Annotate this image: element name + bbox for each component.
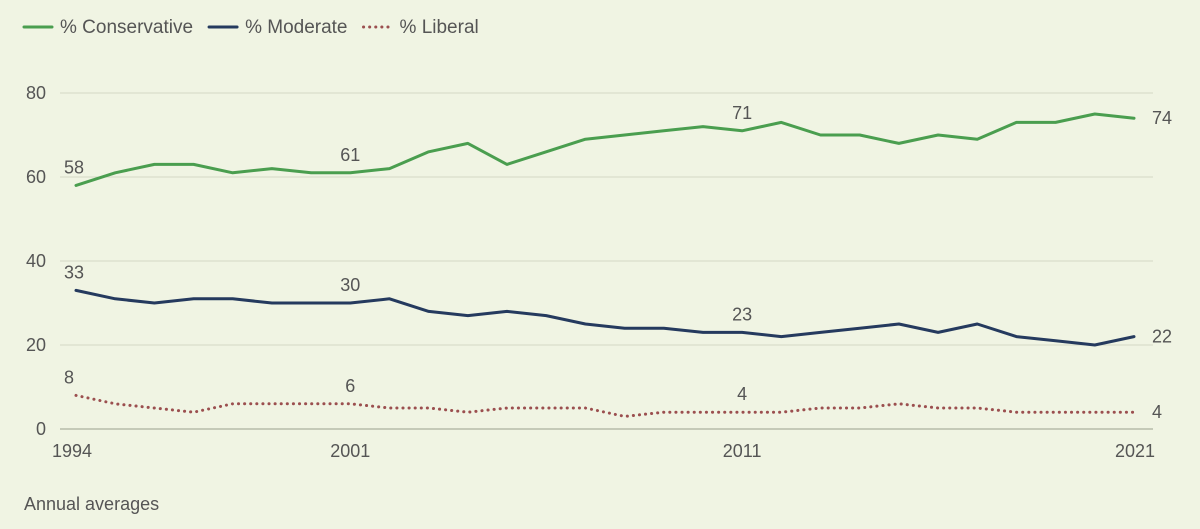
legend-label: % Moderate [245, 17, 347, 38]
data-label: 33 [64, 262, 84, 282]
x-tick-label: 2001 [330, 441, 370, 461]
data-label: 23 [732, 304, 752, 324]
x-tick-label: 1994 [52, 441, 92, 461]
liberal-line [74, 393, 1136, 418]
data-label: 30 [340, 275, 360, 295]
data-labels: 58 61 71 74 33 30 23 22 8 6 4 4 [64, 103, 1172, 422]
legend: % Conservative % Moderate % Liberal [22, 17, 479, 38]
data-label: 74 [1152, 108, 1172, 128]
x-tick-label: 2021 [1115, 441, 1155, 461]
y-tick-label: 20 [26, 335, 46, 355]
data-label: 58 [64, 157, 84, 177]
data-label: 8 [64, 367, 74, 387]
data-label: 22 [1152, 327, 1172, 347]
y-axis-ticks: 0 20 40 60 80 [26, 83, 46, 439]
data-label: 4 [1152, 402, 1162, 422]
y-tick-label: 60 [26, 167, 46, 187]
legend-label: % Conservative [60, 17, 193, 38]
data-label: 4 [737, 384, 747, 404]
y-tick-label: 0 [36, 419, 46, 439]
x-tick-label: 2011 [723, 441, 762, 461]
chart-note: Annual averages [24, 494, 159, 514]
legend-label: % Liberal [400, 17, 479, 38]
data-label: 6 [345, 376, 355, 396]
data-label: 71 [732, 103, 752, 123]
y-tick-label: 80 [26, 83, 46, 103]
x-axis-ticks: 1994 2001 2011 2021 [52, 441, 1155, 461]
data-label: 61 [340, 145, 360, 165]
conservative-line [74, 112, 1136, 187]
moderate-line [74, 288, 1136, 347]
y-tick-label: 40 [26, 251, 46, 271]
gridlines [60, 92, 1153, 430]
series-lines [74, 112, 1136, 418]
